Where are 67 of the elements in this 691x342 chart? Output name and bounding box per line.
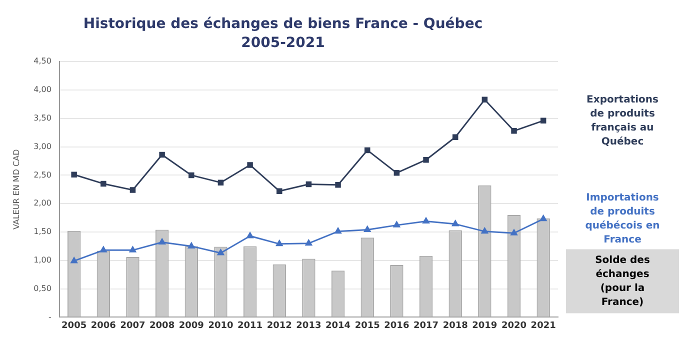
- point: [452, 220, 459, 226]
- point: [217, 249, 224, 256]
- point: [159, 152, 165, 158]
- y-tick-label: 3,00: [34, 142, 52, 151]
- chart-subtitle: 2005-2021: [241, 34, 325, 51]
- x-tick-label: 2006: [90, 320, 116, 331]
- point: [188, 242, 195, 248]
- x-tick-label: 2013: [296, 320, 322, 331]
- point: [100, 180, 106, 187]
- point: [364, 226, 371, 232]
- text: Importations de produits québécois en France: [585, 192, 660, 246]
- x-tick-label: 2010: [208, 320, 234, 331]
- point: [100, 246, 107, 252]
- point: [423, 156, 429, 163]
- y-tick-label: 1,00: [34, 255, 52, 264]
- x-tick-label: 2007: [120, 320, 146, 331]
- y-tick-label: 4,00: [34, 85, 52, 94]
- y-tick-label: 2,50: [34, 170, 52, 180]
- point: [511, 128, 517, 134]
- point: [188, 172, 194, 178]
- x-tick-label: 2009: [178, 320, 204, 331]
- y-tick-label: 1,50: [34, 227, 52, 236]
- point: [70, 257, 78, 264]
- x-tick-label: 2019: [472, 320, 498, 331]
- x-tick-label: 2018: [442, 320, 468, 331]
- y-tick-label: 4,50: [34, 56, 52, 66]
- point: [394, 170, 400, 176]
- x-tick-label: 2015: [354, 320, 380, 331]
- point: [335, 182, 341, 188]
- point: [481, 228, 488, 234]
- point: [422, 217, 430, 224]
- point: [540, 118, 546, 124]
- point: [364, 147, 370, 154]
- x-tick-label: 2016: [384, 320, 410, 331]
- point: [306, 181, 312, 188]
- point: [129, 246, 136, 252]
- point: [71, 172, 77, 178]
- x-tick-label: 2005: [62, 320, 87, 331]
- point: [452, 134, 458, 140]
- y-tick-label: -: [48, 312, 52, 322]
- x-tick-label: 2014: [326, 320, 351, 331]
- x-tick-label: 2020: [501, 320, 527, 331]
- text: Exportations de produits français au Québec: [586, 94, 659, 148]
- point: [305, 240, 312, 246]
- point: [510, 229, 518, 236]
- y-axis-title: VALEUR EN MD CAD: [12, 149, 21, 230]
- point: [158, 238, 166, 244]
- point: [393, 221, 400, 228]
- chart-title: Historique des échanges de biens France - Québec: [83, 16, 483, 32]
- point: [130, 187, 136, 193]
- point: [218, 180, 224, 186]
- point: [276, 240, 283, 246]
- x-tick-label: 2017: [413, 320, 439, 331]
- point: [334, 228, 342, 234]
- point: [246, 232, 254, 238]
- y-tick-label: 0,50: [34, 284, 52, 293]
- point: [276, 188, 282, 194]
- x-tick-label: 2012: [266, 320, 292, 331]
- x-tick-label: 2011: [238, 320, 263, 331]
- x-tick-label: 2021: [530, 320, 556, 331]
- point: [540, 215, 547, 222]
- text: Solde des échanges (pour la France): [595, 254, 650, 308]
- point: [247, 162, 253, 168]
- x-tick-label: 2008: [150, 320, 175, 331]
- y-tick-label: 2,00: [34, 198, 52, 208]
- point: [482, 96, 488, 103]
- y-tick-label: 3,50: [34, 113, 52, 122]
